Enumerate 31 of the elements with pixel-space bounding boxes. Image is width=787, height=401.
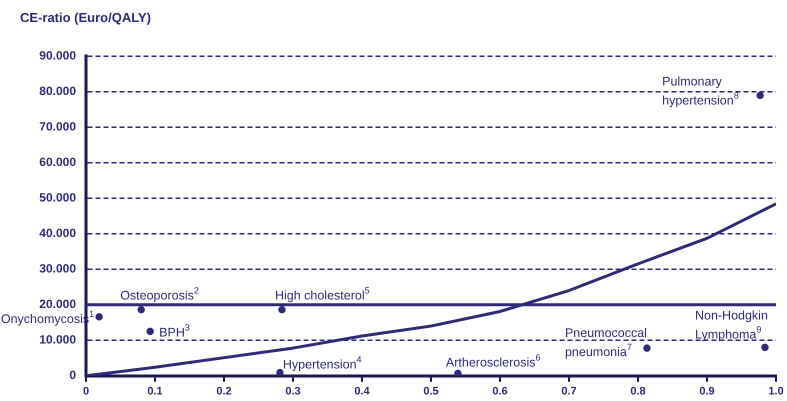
x-tick-label: 0.7 bbox=[561, 385, 577, 398]
x-tick-label: 0 bbox=[82, 385, 90, 398]
y-tick-label: 0 bbox=[69, 368, 76, 382]
y-tick-label: 50.000 bbox=[39, 190, 76, 204]
point bbox=[278, 306, 286, 314]
point bbox=[761, 344, 769, 352]
point bbox=[276, 368, 284, 376]
y-tick-label: 80.000 bbox=[39, 84, 76, 98]
x-tick-label: 0.4 bbox=[354, 385, 371, 398]
point bbox=[643, 344, 651, 352]
point bbox=[95, 313, 103, 321]
x-tick-label: 0.5 bbox=[423, 385, 439, 398]
point bbox=[146, 328, 154, 336]
x-tick-label: 0.2 bbox=[216, 385, 232, 398]
x-tick-label: 0.6 bbox=[492, 385, 508, 398]
y-tick-label: 20.000 bbox=[39, 297, 76, 312]
point bbox=[756, 92, 764, 100]
y-tick-label: 30.000 bbox=[39, 262, 76, 276]
x-tick-label: 0.3 bbox=[285, 385, 301, 398]
x-tick-label: 0.8 bbox=[630, 385, 646, 398]
x-tick-label: 1.0 bbox=[768, 385, 784, 398]
point bbox=[138, 306, 145, 314]
y-axis-title: CE-ratio (Euro/QALY) bbox=[20, 10, 151, 25]
point bbox=[454, 370, 462, 376]
y-tick-label: 40.000 bbox=[39, 226, 76, 240]
y-tick-label: 70.000 bbox=[39, 119, 76, 134]
x-tick-label: 0.9 bbox=[699, 385, 715, 398]
y-tick-label: 60.000 bbox=[39, 154, 76, 169]
y-tick-label: 10.000 bbox=[39, 332, 76, 347]
y-tick-label: 90.000 bbox=[39, 48, 76, 62]
x-tick-label: 0.1 bbox=[147, 385, 163, 398]
